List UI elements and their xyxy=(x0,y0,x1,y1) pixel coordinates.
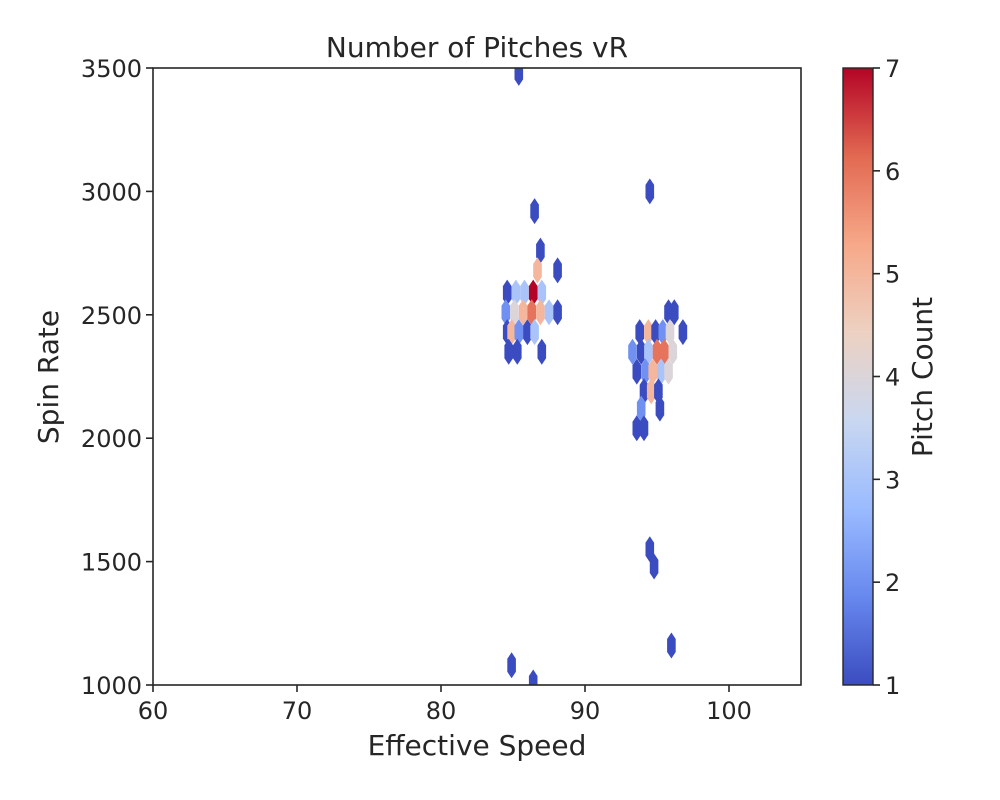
hexbin-cell xyxy=(645,178,655,205)
hexbin-cell xyxy=(523,319,532,346)
hexbin-cell xyxy=(544,299,554,326)
hexbin-cell xyxy=(668,338,678,365)
hexbin-cell xyxy=(658,319,668,346)
hexbin-cell xyxy=(659,338,669,365)
y-tick-label: 2500 xyxy=(81,302,142,330)
hexbin-cell xyxy=(553,299,562,326)
hexbin-cell xyxy=(632,415,642,442)
hexbin-cell xyxy=(507,319,516,346)
x-tick-label: 60 xyxy=(138,697,169,725)
hexbin-cell xyxy=(628,338,637,365)
hexbin-cell xyxy=(670,299,679,326)
colorbar-tick-label: 4 xyxy=(885,364,900,392)
y-tick-label: 3500 xyxy=(81,55,142,83)
hexbin-cell xyxy=(507,652,516,679)
x-tick-label: 70 xyxy=(282,697,313,725)
x-axis-label: Effective Speed xyxy=(368,729,587,762)
hexbin-cell xyxy=(533,257,542,284)
hexbin-cell xyxy=(657,358,666,385)
hexbin-cell xyxy=(667,632,676,659)
hexbin-cell xyxy=(528,279,538,306)
hexbin-cell xyxy=(644,319,653,346)
hexbin-cell xyxy=(530,198,539,225)
x-axis: 60 70 80 90 100 xyxy=(138,685,752,725)
hexbin-cell xyxy=(665,319,675,346)
hexbin-cell xyxy=(553,257,562,284)
hexbin-cell xyxy=(645,536,655,563)
colorbar-ticks: 1 2 3 4 5 6 7 xyxy=(873,55,900,700)
colorbar-tick-label: 6 xyxy=(885,158,900,186)
y-tick-label: 2000 xyxy=(81,425,142,453)
hexbin-cell xyxy=(514,68,524,86)
hexbin-cell xyxy=(636,338,646,365)
y-tick-label: 3000 xyxy=(81,178,142,206)
hexbin-cell xyxy=(655,395,665,422)
colorbar-tick-label: 3 xyxy=(885,466,900,494)
y-axis: 1000 1500 2000 2500 3000 3500 xyxy=(81,55,153,700)
hexbin-cell xyxy=(510,299,519,326)
hexbin-cell xyxy=(664,358,673,385)
hexbin-cell xyxy=(536,299,545,326)
chart-title: Number of Pitches vR xyxy=(326,31,628,64)
hexbin-cell xyxy=(644,338,653,365)
colorbar-tick-label: 5 xyxy=(885,261,900,289)
hexbin-cell xyxy=(514,319,524,346)
x-tick-label: 100 xyxy=(706,697,752,725)
hexbin-cell xyxy=(502,279,512,306)
hexbin-cell xyxy=(635,319,644,346)
hexbin-cell xyxy=(678,319,688,346)
hexbin-cell xyxy=(649,553,659,580)
colorbar: 1 2 3 4 5 6 7 Pitch Count xyxy=(842,55,939,700)
hexbin-cell xyxy=(641,358,650,385)
hexbin-cell xyxy=(648,358,657,385)
y-tick-label: 1500 xyxy=(81,549,142,577)
hexbin-cell xyxy=(636,395,646,422)
hexbin-cell xyxy=(651,319,660,346)
hexbin-cell xyxy=(537,279,547,306)
hexbin-cell xyxy=(537,338,547,365)
plot-area-frame xyxy=(152,67,802,686)
hexbin-cell xyxy=(536,237,545,264)
hexbin-cell xyxy=(527,299,536,326)
hexbin-cells xyxy=(501,68,688,685)
hexbin-cell xyxy=(652,338,662,365)
hexbin-cell xyxy=(501,299,511,326)
hexbin-cell xyxy=(520,279,529,306)
colorbar-gradient xyxy=(842,67,874,686)
colorbar-tick-label: 7 xyxy=(885,55,900,83)
hexbin-cell xyxy=(530,319,539,346)
x-tick-label: 90 xyxy=(570,697,601,725)
hexbin-cell xyxy=(632,358,642,385)
y-tick-label: 1000 xyxy=(81,672,142,700)
y-axis-label: Spin Rate xyxy=(32,310,65,444)
colorbar-tick-label: 2 xyxy=(885,569,900,597)
hexbin-cell xyxy=(528,669,538,685)
x-tick-label: 80 xyxy=(426,697,457,725)
hexbin-cell xyxy=(639,415,649,442)
hexbin-cell xyxy=(504,338,513,365)
hexbin-cell xyxy=(646,378,656,405)
colorbar-tick-label: 1 xyxy=(885,672,900,700)
hexbin-cell xyxy=(513,338,522,365)
colorbar-label: Pitch Count xyxy=(906,297,939,457)
hexbin-cell xyxy=(511,279,521,306)
hexbin-cell xyxy=(518,299,528,326)
